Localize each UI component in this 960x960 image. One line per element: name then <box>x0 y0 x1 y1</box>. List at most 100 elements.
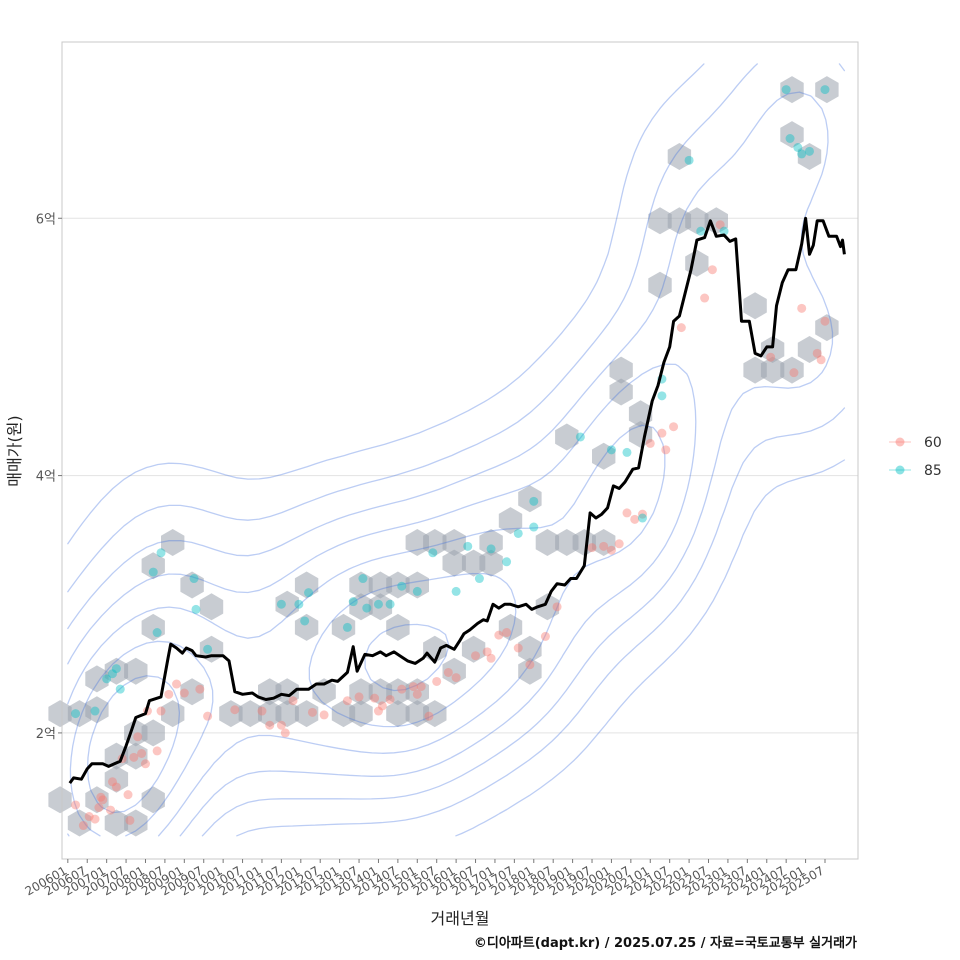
density-contour-0 <box>67 63 846 837</box>
hexbin-74 <box>592 442 616 470</box>
point-60-49 <box>486 653 496 663</box>
hexbin-41 <box>349 571 373 599</box>
hexbin-53 <box>423 700 447 728</box>
hexbin-48 <box>386 700 410 728</box>
y-axis: 2억 4억 6억 <box>36 212 62 742</box>
y-tick-label-0: 2억 <box>36 727 56 742</box>
hexbin-66 <box>518 635 542 663</box>
point-60-47 <box>471 651 481 661</box>
point-60-0 <box>71 800 81 810</box>
point-85-2 <box>102 674 112 684</box>
point-60-74 <box>812 348 822 358</box>
hexbin-11 <box>141 786 165 814</box>
point-60-25 <box>230 705 240 715</box>
hexbin-81 <box>667 143 692 170</box>
hexbin-18 <box>141 552 165 580</box>
point-60-24 <box>203 711 213 721</box>
point-60-11 <box>123 790 133 800</box>
point-60-41 <box>412 689 422 699</box>
hexbin-17 <box>141 613 165 641</box>
point-60-38 <box>385 694 395 704</box>
hexbin-90 <box>780 76 804 104</box>
point-60-29 <box>280 728 290 738</box>
point-60-4 <box>94 803 104 813</box>
point-60-2 <box>84 812 94 822</box>
point-60-31 <box>307 707 317 717</box>
hexbin-16 <box>124 657 148 685</box>
point-85-43 <box>785 133 795 143</box>
hexbin-96 <box>815 314 839 342</box>
trend-line-layer <box>68 216 846 784</box>
point-60-56 <box>587 543 597 553</box>
point-85-41 <box>719 226 729 236</box>
point-60-45 <box>443 667 453 677</box>
point-85-18 <box>358 574 368 584</box>
point-60-27 <box>265 720 275 730</box>
hexbin-83 <box>685 207 709 235</box>
hexbin-19 <box>161 529 185 556</box>
point-60-61 <box>630 514 640 524</box>
hexbin-95 <box>815 76 839 104</box>
hexbin-43 <box>386 678 410 706</box>
point-60-51 <box>502 628 512 638</box>
hexbin-52 <box>405 571 429 599</box>
point-60-8 <box>107 777 117 787</box>
point-85-42 <box>781 85 791 95</box>
legend-item-60: 60 <box>889 435 942 451</box>
hexbin-3 <box>85 696 109 724</box>
point-85-40 <box>696 226 706 236</box>
point-60-3 <box>90 814 100 824</box>
point-60-48 <box>482 647 492 657</box>
point-85-20 <box>373 599 383 609</box>
hexbin-55 <box>423 529 447 556</box>
density-contours <box>67 63 846 837</box>
hexbin-34 <box>294 700 319 728</box>
hexbin-63 <box>498 507 523 535</box>
plot-panel-border <box>61 41 859 860</box>
point-85-34 <box>606 445 616 455</box>
hexbin-25 <box>219 700 243 728</box>
hexbin-5 <box>67 809 92 837</box>
point-85-7 <box>156 548 166 558</box>
point-60-66 <box>669 422 679 432</box>
point-85-32 <box>529 496 539 506</box>
hexbin-78 <box>628 400 653 428</box>
hexbin-0 <box>48 700 72 728</box>
point-60-53 <box>525 660 535 670</box>
point-85-26 <box>463 541 473 551</box>
point-85-3 <box>107 669 117 679</box>
hexbin-22 <box>180 571 204 599</box>
point-60-32 <box>319 710 329 720</box>
hexbin-92 <box>780 356 804 384</box>
hexbin-67 <box>518 657 542 685</box>
hexbin-37 <box>349 700 373 728</box>
point-60-18 <box>152 746 162 756</box>
point-85-10 <box>191 604 201 614</box>
point-85-15 <box>304 588 314 598</box>
point-60-58 <box>606 545 616 555</box>
hexbin-45 <box>368 593 393 621</box>
hexbin-79 <box>648 271 672 299</box>
point-60-23 <box>195 684 205 694</box>
hexbin-65 <box>518 485 542 513</box>
point-60-55 <box>552 602 562 612</box>
point-85-29 <box>502 557 512 567</box>
hexbin-62 <box>479 529 503 556</box>
point-60-70 <box>715 220 725 230</box>
point-60-5 <box>96 792 106 802</box>
density-contour-2 <box>67 91 834 837</box>
point-85-9 <box>189 574 199 584</box>
point-60-73 <box>797 303 807 313</box>
density-contour-6 <box>86 623 450 814</box>
point-60-28 <box>276 720 286 730</box>
point-85-13 <box>294 599 304 609</box>
hexbin-30 <box>258 700 282 728</box>
point-60-39 <box>397 684 407 694</box>
hexbin-85 <box>704 207 728 235</box>
y-tick-label-2: 6억 <box>36 212 56 227</box>
point-60-43 <box>424 711 434 721</box>
legend-key-85 <box>895 465 905 475</box>
hexbin-13 <box>124 742 148 770</box>
point-85-14 <box>300 616 310 626</box>
